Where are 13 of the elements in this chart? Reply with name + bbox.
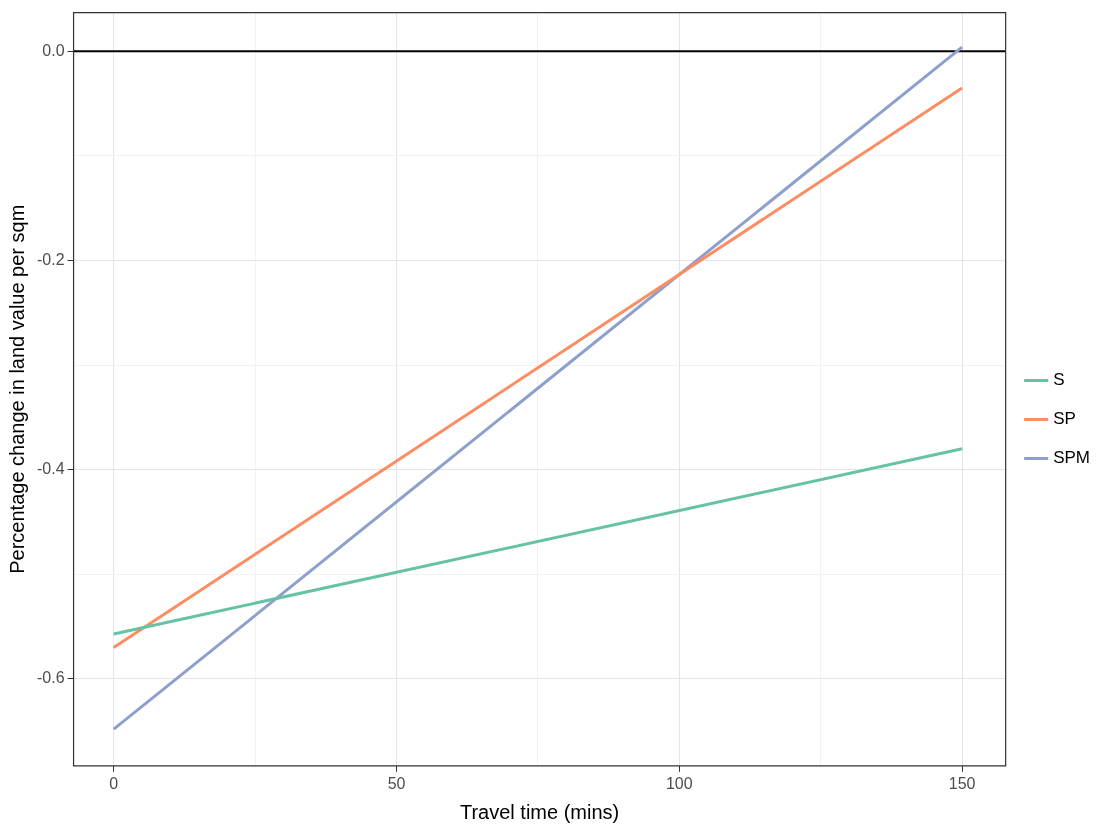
y-tick-label: -0.2 xyxy=(36,250,65,268)
y-tick-label: 0.0 xyxy=(42,41,65,59)
y-tick-label: -0.4 xyxy=(36,460,65,478)
legend-label: S xyxy=(1053,370,1065,390)
y-axis-title: Percentage change in land value per sqm xyxy=(5,204,28,574)
x-tick-label: 100 xyxy=(665,774,693,792)
legend-label: SPM xyxy=(1053,448,1090,468)
y-tick-label: -0.6 xyxy=(36,669,65,687)
legend-label: SP xyxy=(1053,409,1076,429)
x-axis-title: Travel time (mins) xyxy=(459,800,620,823)
x-tick-label: 150 xyxy=(948,774,976,792)
x-tick-label: 50 xyxy=(387,774,406,792)
x-tick-label: 0 xyxy=(109,774,119,792)
